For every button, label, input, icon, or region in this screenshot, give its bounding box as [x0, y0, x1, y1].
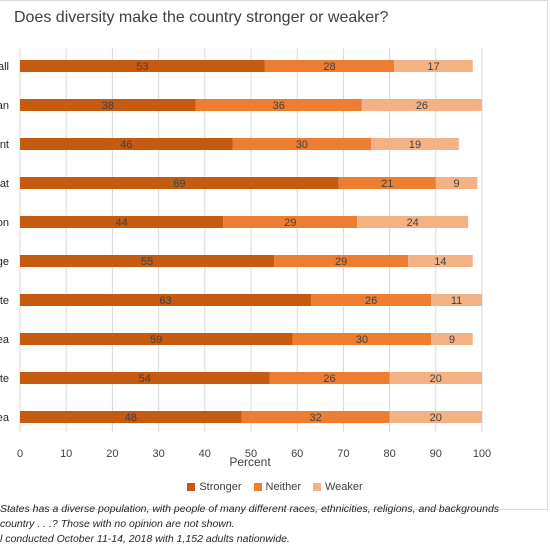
bar-segment-stronger — [20, 138, 233, 150]
data-label: 54 — [139, 373, 151, 385]
x-tick-label: 100 — [473, 448, 491, 460]
data-label: 32 — [310, 412, 322, 424]
data-label: 26 — [323, 373, 335, 385]
data-label: 20 — [430, 412, 442, 424]
data-label: 26 — [416, 100, 428, 112]
x-tick-label: 90 — [430, 448, 442, 460]
data-label: 30 — [356, 334, 368, 346]
data-label: 28 — [323, 61, 335, 73]
category-label: an — [0, 100, 9, 112]
data-label: 29 — [284, 217, 296, 229]
bar-segment-weaker — [394, 60, 473, 72]
footnote-line: country . . .? Those with no opinion are… — [0, 518, 235, 530]
data-label: 36 — [273, 100, 285, 112]
category-label: ge — [0, 256, 9, 268]
category-label: te — [0, 373, 9, 385]
bar-segment-weaker — [431, 333, 473, 345]
bar-segment-weaker — [431, 294, 482, 306]
data-label: 24 — [407, 217, 419, 229]
data-label: 11 — [451, 295, 462, 307]
data-label: 63 — [159, 295, 171, 307]
category-label: all — [0, 61, 9, 73]
x-tick-label: 10 — [60, 448, 72, 460]
footnote-line: States has a diverse population, with pe… — [0, 503, 500, 515]
data-label: 26 — [365, 295, 377, 307]
bar-segment-neither — [338, 177, 436, 189]
bar-segment-stronger — [20, 372, 270, 384]
chart-title: Does diversity make the country stronger… — [14, 9, 389, 26]
footnotes: States has a diverse population, with pe… — [0, 502, 550, 547]
bar-segment-stronger — [20, 333, 293, 345]
x-tick-label: 30 — [152, 448, 164, 460]
bar-segment-stronger — [20, 216, 224, 228]
data-label: 38 — [102, 100, 114, 112]
bar-segment-stronger — [20, 255, 275, 267]
bar-segment-stronger — [20, 60, 265, 72]
bar-segment-weaker — [435, 177, 478, 189]
footnote-line: l conducted October 11-14, 2018 with 1,1… — [0, 533, 290, 545]
category-label: on — [0, 217, 9, 229]
legend-item-stronger: Stronger — [187, 481, 242, 493]
x-tick-label: 60 — [291, 448, 303, 460]
category-label: te — [0, 295, 9, 307]
bar-segment-stronger — [20, 294, 312, 306]
bar-segment-weaker — [371, 138, 459, 150]
legend-swatch — [187, 483, 196, 491]
category-label: ea — [0, 334, 10, 346]
bar-segment-neither — [232, 138, 372, 150]
bar-segment-stronger — [20, 99, 196, 111]
bar-segment-weaker — [408, 255, 473, 267]
x-tick-label: 0 — [17, 448, 23, 460]
bar-segment-neither — [264, 60, 395, 72]
bar-segment-neither — [269, 372, 390, 384]
data-label: 59 — [150, 334, 162, 346]
category-label: at — [0, 178, 9, 190]
legend-item-weaker: Weaker — [312, 481, 363, 493]
x-tick-label: 20 — [106, 448, 118, 460]
data-label: 53 — [136, 61, 148, 73]
bar-segment-stronger — [20, 177, 339, 189]
legend-label: Stronger — [199, 481, 242, 493]
category-label: nt — [0, 139, 9, 151]
data-label: 17 — [427, 61, 439, 73]
data-label: 55 — [141, 256, 153, 268]
data-label: 19 — [409, 139, 421, 151]
category-label: ea — [0, 412, 10, 424]
bar-segment-neither — [311, 294, 432, 306]
bar-segment-neither — [195, 99, 362, 111]
data-label: 20 — [430, 373, 442, 385]
legend-label: Weaker — [324, 481, 363, 493]
bar-segment-stronger — [20, 411, 242, 423]
bar-segment-weaker — [389, 411, 482, 423]
bar-segment-neither — [292, 333, 432, 345]
legend-swatch — [312, 483, 321, 491]
legend-item-neither: Neither — [253, 481, 301, 493]
bar-segment-weaker — [389, 372, 482, 384]
data-label: 9 — [454, 178, 460, 190]
bar-segment-weaker — [357, 216, 469, 228]
legend-swatch — [253, 483, 262, 491]
bar-segment-neither — [274, 255, 409, 267]
chart-legend: Stronger Neither Weaker — [0, 481, 550, 493]
legend-label: Neither — [265, 481, 301, 493]
data-label: 48 — [125, 412, 137, 424]
data-label: 44 — [116, 217, 128, 229]
data-label: 29 — [335, 256, 347, 268]
x-tick-label: 70 — [337, 448, 349, 460]
data-label: 14 — [434, 256, 446, 268]
bar-segment-weaker — [361, 99, 482, 111]
data-label: 21 — [381, 178, 393, 190]
x-tick-label: 80 — [383, 448, 395, 460]
x-axis-title: Percent — [229, 455, 271, 469]
bar-segment-neither — [241, 411, 390, 423]
data-label: 69 — [173, 178, 185, 190]
data-label: 9 — [449, 334, 455, 346]
bar-segment-neither — [223, 216, 358, 228]
x-tick-label: 50 — [245, 448, 257, 460]
data-label: 46 — [120, 139, 132, 151]
x-tick-label: 40 — [199, 448, 211, 460]
data-label: 30 — [296, 139, 308, 151]
